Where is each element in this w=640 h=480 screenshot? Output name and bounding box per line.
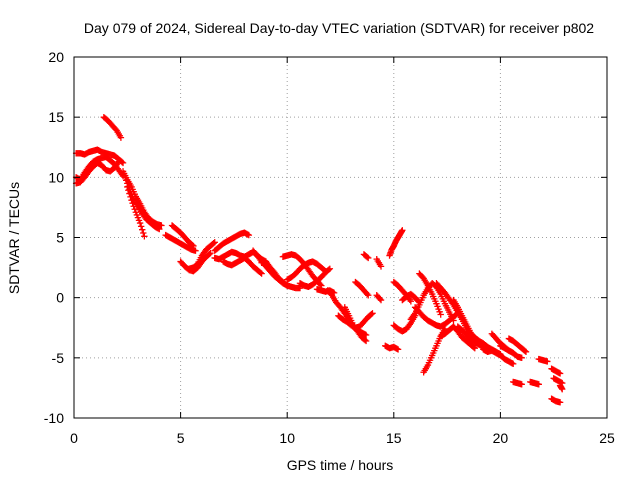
data-point <box>470 344 477 351</box>
x-tick-label: 15 <box>386 430 402 446</box>
data-point <box>326 265 334 272</box>
data-points <box>72 113 566 406</box>
data-point <box>521 347 529 355</box>
axis-ticks: 0 5 10 15 20 25 -10 -5 0 5 10 15 20 <box>44 49 615 446</box>
y-tick-label: 10 <box>48 169 64 185</box>
data-point <box>518 354 525 362</box>
data-point <box>115 158 122 165</box>
data-point <box>121 174 129 181</box>
data-point <box>377 263 385 270</box>
data-point <box>158 222 165 229</box>
data-point <box>189 241 196 249</box>
data-point <box>535 381 542 388</box>
data-point <box>399 227 406 234</box>
data-point <box>117 134 125 141</box>
data-point <box>257 269 264 276</box>
data-point <box>559 385 566 393</box>
y-tick-label: 5 <box>56 230 64 246</box>
data-point <box>245 231 253 239</box>
plot-frame <box>73 56 608 419</box>
data-point <box>556 370 564 377</box>
data-point <box>365 254 372 262</box>
data-point <box>210 240 217 247</box>
data-point <box>377 296 385 304</box>
data-point <box>394 346 402 353</box>
data-point <box>363 290 371 298</box>
data-point <box>437 311 444 318</box>
data-point <box>325 266 332 273</box>
y-tick-label: 0 <box>56 290 64 306</box>
data-point <box>192 247 199 254</box>
data-point <box>123 177 130 184</box>
data-point <box>522 348 530 356</box>
data-point <box>137 223 145 230</box>
data-point <box>156 225 163 233</box>
data-point <box>471 345 479 352</box>
x-tick-label: 0 <box>70 430 78 446</box>
data-point <box>126 190 133 197</box>
chart-title: Day 079 of 2024, Sidereal Day-to-day VTE… <box>84 20 594 36</box>
data-point <box>363 253 371 261</box>
data-point <box>128 196 135 204</box>
data-point <box>365 292 372 299</box>
data-point <box>258 270 265 277</box>
data-point <box>207 249 214 257</box>
data-point <box>124 183 131 191</box>
data-point <box>139 226 146 233</box>
x-tick-label: 5 <box>177 430 185 446</box>
data-point <box>317 281 324 288</box>
data-point <box>130 203 137 210</box>
x-tick-label: 10 <box>279 430 295 446</box>
data-point <box>140 229 147 237</box>
data-point <box>129 200 136 207</box>
y-axis-label: SDTVAR / TECUs <box>6 182 22 294</box>
data-point <box>125 187 132 194</box>
data-point <box>190 242 197 250</box>
data-point <box>518 381 525 388</box>
data-point <box>361 336 369 344</box>
y-tick-label: 15 <box>48 109 64 125</box>
data-point <box>141 233 148 240</box>
grid-lines <box>74 57 607 418</box>
y-tick-label: 20 <box>48 49 64 65</box>
data-point <box>362 337 370 345</box>
data-point <box>376 295 384 303</box>
data-point <box>368 311 375 318</box>
data-point <box>211 239 218 246</box>
x-tick-label: 20 <box>493 430 509 446</box>
y-tick-label: -5 <box>52 350 65 366</box>
data-point <box>407 298 415 305</box>
x-tick-label: 25 <box>599 430 615 446</box>
data-point <box>544 358 551 365</box>
data-point <box>136 219 144 227</box>
data-point <box>206 250 213 258</box>
x-axis-label: GPS time / hours <box>287 457 394 473</box>
data-point <box>369 310 376 317</box>
data-point <box>556 399 564 406</box>
data-point <box>362 331 370 339</box>
y-tick-label: -10 <box>44 410 64 426</box>
data-point <box>131 206 138 213</box>
data-point <box>509 360 517 368</box>
data-point <box>127 193 134 201</box>
